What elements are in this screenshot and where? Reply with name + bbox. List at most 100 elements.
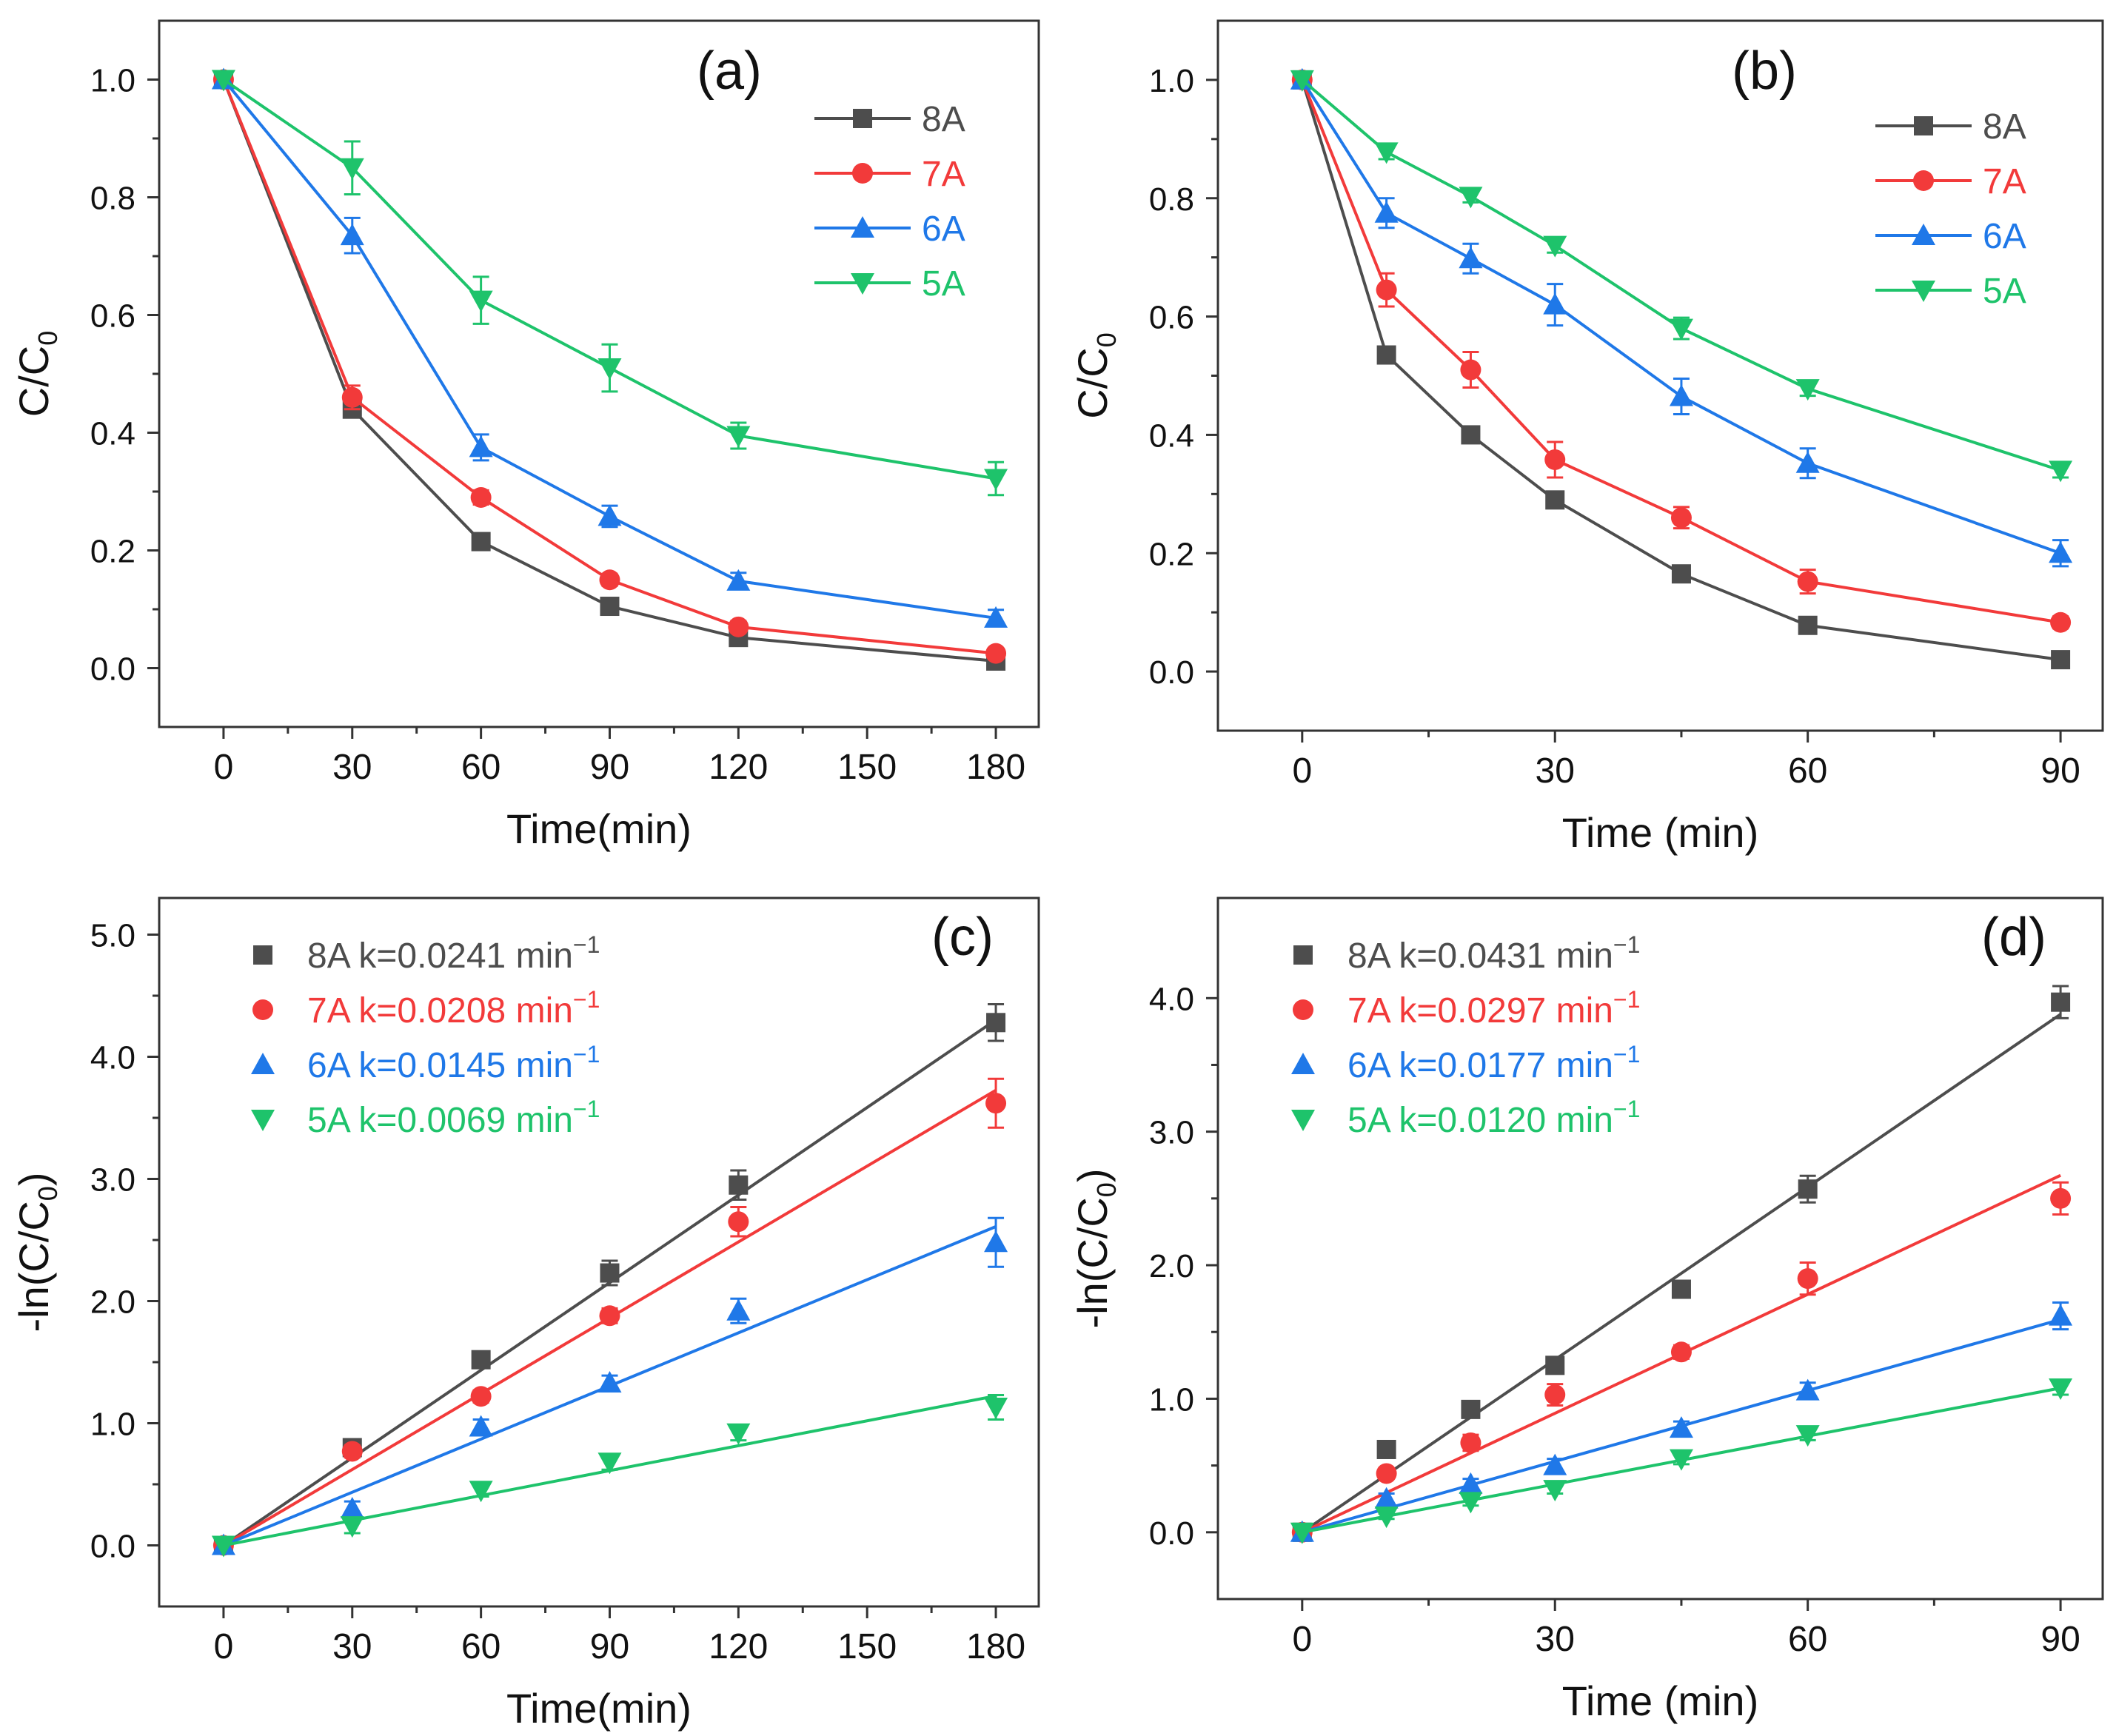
data-point — [1797, 571, 1818, 592]
data-point — [211, 70, 235, 92]
legend-marker — [1291, 1053, 1315, 1074]
data-point — [341, 386, 363, 408]
data-point — [469, 1481, 493, 1503]
legend-label: 8A — [1983, 107, 2026, 147]
data-point — [1795, 451, 1820, 473]
data-point — [1669, 318, 1693, 341]
x-tick-label: 0 — [214, 748, 234, 787]
y-tick-label: 0.0 — [90, 1529, 135, 1565]
data-point — [1795, 1425, 1820, 1447]
legend-marker — [1912, 281, 1935, 302]
y-tick-label: 1.0 — [1149, 63, 1194, 99]
data-point — [1543, 235, 1567, 258]
data-point — [471, 532, 491, 552]
data-point — [1459, 247, 1483, 269]
y-tick-label: 0.4 — [1149, 418, 1194, 454]
x-tick-label: 0 — [214, 1627, 234, 1666]
y-tick-label: 0.6 — [1149, 300, 1194, 336]
y-tick-label: 3.0 — [1149, 1115, 1194, 1151]
data-point — [1376, 345, 1396, 365]
x-tick-label: 0 — [1292, 751, 1312, 791]
y-tick-label: 0.2 — [1149, 536, 1194, 572]
data-point — [2051, 992, 2071, 1012]
x-tick-label: 30 — [332, 748, 372, 787]
x-tick-label: 120 — [709, 748, 768, 787]
legend-label: 5A — [922, 264, 965, 304]
series-line — [222, 78, 997, 655]
legend-label: 7A k=0.0208 min−1 — [307, 986, 600, 1030]
series-5A: 5A — [211, 70, 1008, 497]
y-axis-label: C/C0 — [1069, 332, 1122, 418]
data-point — [599, 1305, 620, 1327]
data-point — [1669, 1416, 1693, 1438]
data-point — [597, 1371, 622, 1393]
data-point — [471, 1350, 491, 1370]
y-tick-label: 0.0 — [1149, 654, 1194, 691]
x-tick-label: 60 — [461, 1627, 500, 1666]
legend-marker — [253, 945, 272, 965]
data-point — [340, 1497, 364, 1518]
y-tick-label: 2.0 — [1149, 1248, 1194, 1284]
data-point — [1798, 615, 1818, 635]
data-point — [726, 1423, 751, 1445]
data-point — [1795, 379, 1820, 401]
data-point — [469, 1415, 493, 1437]
data-point — [1374, 201, 1399, 223]
data-point — [1376, 1463, 1397, 1484]
x-tick-label: 30 — [1536, 1620, 1575, 1659]
data-point — [985, 1093, 1007, 1114]
x-tick-label: 180 — [966, 748, 1025, 787]
x-axis-label: Time (min) — [1562, 1678, 1758, 1724]
series-7A: 7A — [1291, 69, 2072, 633]
panel-b: 0 30 60 90 0.0 0.2 0.4 0.6 0.8 1.0 Time (min) C/C0 (… — [1069, 19, 2104, 856]
series-6A: 6A k=0.0145 min−1 — [211, 1041, 1008, 1555]
data-point — [340, 1516, 364, 1538]
legend-marker — [251, 1053, 275, 1074]
data-point — [2050, 611, 2072, 633]
y-tick-label: 0.4 — [90, 416, 135, 452]
data-point — [597, 358, 622, 381]
x-tick-label: 30 — [332, 1627, 372, 1666]
data-point — [1543, 1453, 1567, 1475]
x-tick-label: 120 — [709, 1627, 768, 1666]
y-tick-label: 2.0 — [90, 1284, 135, 1321]
data-point — [728, 1211, 749, 1233]
x-tick-label: 150 — [837, 748, 897, 787]
legend-marker — [1912, 224, 1935, 245]
fit-line — [1301, 1013, 2062, 1534]
y-tick-label: 0.0 — [1149, 1515, 1194, 1552]
legend-label: 6A k=0.0145 min−1 — [307, 1041, 600, 1085]
y-tick-label: 0.2 — [90, 534, 135, 570]
data-point — [1374, 1487, 1399, 1509]
x-tick-label: 90 — [2040, 1620, 2080, 1659]
data-point — [1671, 564, 1691, 584]
series-6A: 6A k=0.0177 min−1 — [1290, 1041, 2073, 1542]
series-5A: 5A k=0.0069 min−1 — [211, 1096, 1008, 1558]
legend-label: 8A — [922, 100, 965, 139]
y-tick-label: 1.0 — [1149, 1381, 1194, 1418]
legend-label: 5A k=0.0069 min−1 — [307, 1096, 600, 1140]
legend-label: 6A k=0.0177 min−1 — [1347, 1041, 1640, 1085]
data-point — [1545, 1355, 1565, 1375]
y-axis-label: -ln(C/C0) — [1069, 1168, 1122, 1328]
plot-frame — [158, 897, 1040, 1608]
data-point — [340, 158, 364, 180]
panel-label: (c) — [931, 908, 994, 967]
data-point — [728, 616, 749, 637]
y-tick-label: 5.0 — [90, 918, 135, 954]
y-tick-label: 0.8 — [90, 181, 135, 217]
data-point — [1798, 1179, 1818, 1199]
legend-marker — [1914, 116, 1933, 135]
legend-label: 7A — [922, 155, 965, 194]
y-tick-label: 1.0 — [90, 1407, 135, 1443]
data-point — [600, 1263, 620, 1283]
data-point — [599, 569, 620, 591]
data-point — [1374, 1507, 1399, 1529]
x-tick-label: 180 — [966, 1627, 1025, 1666]
data-point — [726, 1298, 751, 1321]
legend-marker — [1293, 999, 1313, 1020]
legend-label: 5A k=0.0120 min−1 — [1347, 1096, 1640, 1140]
y-tick-label: 0.8 — [1149, 181, 1194, 218]
x-axis-label: Time (min) — [1562, 809, 1758, 856]
